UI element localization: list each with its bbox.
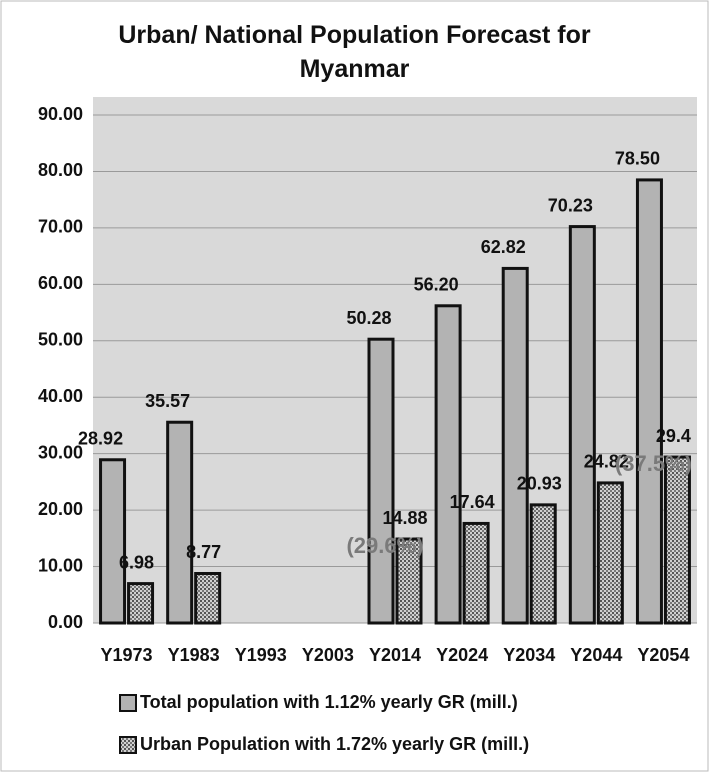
legend-swatch (119, 694, 137, 712)
data-label: 35.57 (145, 391, 190, 411)
x-tick-label: Y1973 (101, 645, 153, 665)
data-label: 28.92 (78, 429, 123, 449)
y-tick-label: 50.00 (38, 330, 83, 350)
data-label: 78.50 (615, 149, 660, 169)
x-tick-label: Y1983 (168, 645, 220, 665)
bar (127, 582, 155, 625)
y-tick-label: 30.00 (38, 442, 83, 462)
bar (501, 266, 529, 625)
x-tick-label: Y2034 (503, 645, 555, 665)
data-label: 50.28 (346, 308, 391, 328)
y-tick-label: 40.00 (38, 386, 83, 406)
data-label: 70.23 (548, 195, 593, 215)
data-label: 56.20 (414, 275, 459, 295)
data-label: 62.82 (481, 237, 526, 257)
bar (635, 178, 663, 625)
x-tick-label: Y2024 (436, 645, 488, 665)
plot-area (93, 97, 697, 623)
y-tick-label: 0.00 (48, 612, 83, 632)
bar (529, 503, 557, 625)
bar (663, 455, 691, 625)
x-tick-label: Y2014 (369, 645, 421, 665)
x-tick-label: Y2044 (570, 645, 622, 665)
chart-title: Urban/ National Population Forecast for … (118, 21, 591, 83)
bar (395, 537, 423, 625)
bar (166, 420, 194, 625)
legend-label: Total population with 1.12% yearly GR (m… (140, 692, 518, 712)
bar (367, 337, 395, 625)
y-tick-label: 80.00 (38, 160, 83, 180)
x-tick-label: Y1993 (235, 645, 287, 665)
bar (462, 521, 490, 625)
annotation: (29.6%) (346, 533, 423, 558)
data-label: 24.82 (584, 452, 629, 472)
bar (434, 304, 462, 625)
x-tick-label: Y2003 (302, 645, 354, 665)
legend-swatch (119, 736, 137, 754)
x-tick-label: Y2054 (637, 645, 689, 665)
data-label: 6.98 (119, 552, 154, 572)
y-tick-label: 20.00 (38, 499, 83, 519)
data-label: 17.64 (450, 492, 495, 512)
y-tick-label: 90.00 (38, 104, 83, 124)
data-label: 29.4 (656, 426, 691, 446)
data-label: 8.77 (186, 542, 221, 562)
data-label: 20.93 (517, 474, 562, 494)
data-label: 14.88 (382, 508, 427, 528)
bar (99, 458, 127, 625)
legend-label: Urban Population with 1.72% yearly GR (m… (140, 734, 529, 754)
bar (194, 571, 222, 625)
annotation: (37.5%) (615, 451, 692, 476)
y-tick-label: 10.00 (38, 555, 83, 575)
bar (568, 225, 596, 625)
bar (596, 481, 624, 625)
y-tick-label: 60.00 (38, 273, 83, 293)
y-tick-label: 70.00 (38, 217, 83, 237)
